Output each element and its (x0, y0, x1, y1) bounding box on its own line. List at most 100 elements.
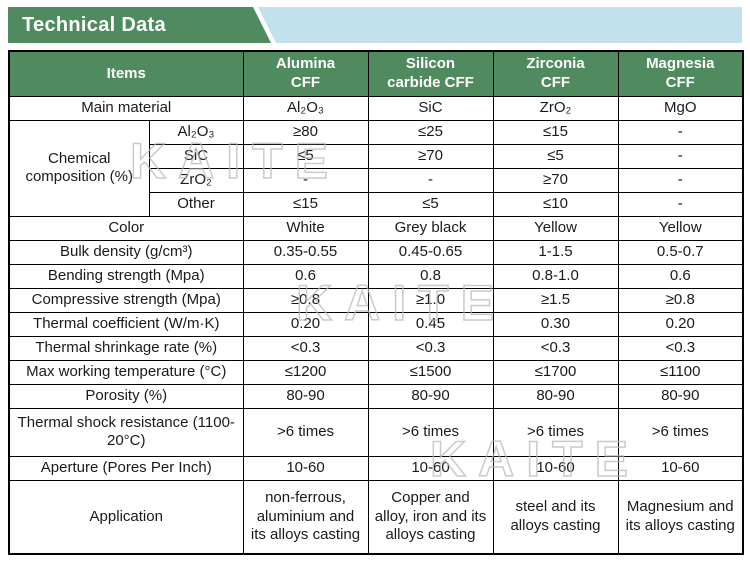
sub-row-label: Other (148, 191, 244, 217)
table-row: Porosity (%) 80-90 80-90 80-90 80-90 (8, 383, 744, 409)
sub-row-label: ZrO₂ (148, 167, 244, 193)
table-row: Other ≤15 ≤5 ≤10 - (9, 191, 744, 217)
cell: 1-1.5 (492, 239, 619, 265)
table-row: Bulk density (g/cm³) 0.35-0.55 0.45-0.65… (8, 239, 744, 265)
cell: >6 times (492, 407, 619, 457)
cell: >6 times (242, 407, 369, 457)
sub-row-label: Al₂O₃ (148, 119, 244, 145)
col-header-silicon-carbide: Silicon carbide CFF (367, 50, 494, 97)
cell: ≥1.5 (492, 287, 619, 313)
cell: 80-90 (242, 383, 369, 409)
cell: ≥1.0 (367, 287, 494, 313)
table-row: Bending strength (Mpa) 0.6 0.8 0.8-1.0 0… (8, 263, 744, 289)
cell: 10-60 (617, 455, 744, 481)
cell: 0.20 (242, 311, 369, 337)
cell: MgO (617, 95, 744, 121)
technical-data-table: Items Alumina CFF Silicon carbide CFF Zi… (8, 50, 744, 555)
cell: steel and its alloys casting (492, 479, 619, 555)
row-label: Thermal shock resistance (1100-20°C) (8, 407, 244, 457)
row-label: Max working temperature (°C) (8, 359, 244, 385)
cell: 10-60 (492, 455, 619, 481)
cell: ≤15 (492, 119, 619, 145)
cell: 0.20 (617, 311, 744, 337)
cell: ZrO₂ (492, 95, 619, 121)
cell: ≤5 (242, 143, 369, 169)
cell: - (617, 191, 744, 217)
col-header-magnesia: Magnesia CFF (617, 50, 744, 97)
cell: 0.5-0.7 (617, 239, 744, 265)
sub-row-label: SiC (148, 143, 244, 169)
cell: Magnesium and its alloys casting (617, 479, 744, 555)
cell: ≤15 (242, 191, 369, 217)
table-row: Compressive strength (Mpa) ≥0.8 ≥1.0 ≥1.… (8, 287, 744, 313)
table-row: SiC ≤5 ≥70 ≤5 - (9, 143, 744, 169)
cell: SiC (367, 95, 494, 121)
cell: ≤1100 (617, 359, 744, 385)
col-header-zirconia: Zirconia CFF (492, 50, 619, 97)
table-row: Thermal shock resistance (1100-20°C) >6 … (8, 407, 744, 457)
table-row: Main material Al₂O₃ SiC ZrO₂ MgO (8, 95, 744, 121)
cell: ≥70 (367, 143, 494, 169)
cell: Yellow (492, 215, 619, 241)
row-label: Application (8, 479, 244, 555)
cell: ≤5 (367, 191, 494, 217)
cell: - (617, 119, 744, 145)
row-label: Bending strength (Mpa) (8, 263, 244, 289)
banner-green-stripe (8, 7, 271, 43)
row-label: Aperture (Pores Per Inch) (8, 455, 244, 481)
cell: ≥70 (492, 167, 619, 193)
cell: <0.3 (492, 335, 619, 361)
cell: non-ferrous, aluminium and its alloys ca… (242, 479, 369, 555)
row-label-chemical-composition: Chemical composition (%) (8, 119, 150, 217)
cell: - (617, 167, 744, 193)
page-title: Technical Data (22, 13, 166, 36)
cell: ≥0.8 (242, 287, 369, 313)
title-banner: Technical Data (8, 7, 742, 43)
row-label: Bulk density (g/cm³) (8, 239, 244, 265)
cell: 80-90 (617, 383, 744, 409)
cell: 0.8-1.0 (492, 263, 619, 289)
cell: Yellow (617, 215, 744, 241)
row-label: Porosity (%) (8, 383, 244, 409)
row-label: Thermal shrinkage rate (%) (8, 335, 244, 361)
cell: Grey black (367, 215, 494, 241)
cell: ≥80 (242, 119, 369, 145)
cell: - (242, 167, 369, 193)
cell: Al₂O₃ (242, 95, 369, 121)
row-label: Thermal coefficient (W/m·K) (8, 311, 244, 337)
cell: ≤1500 (367, 359, 494, 385)
row-label: Main material (8, 95, 244, 121)
cell: >6 times (367, 407, 494, 457)
cell: 0.45 (367, 311, 494, 337)
col-header-items: Items (8, 50, 244, 97)
table-row: Application non-ferrous, aluminium and i… (8, 479, 744, 555)
cell: 10-60 (242, 455, 369, 481)
banner-blue-stripe (258, 7, 742, 43)
cell: 80-90 (492, 383, 619, 409)
cell: ≤5 (492, 143, 619, 169)
col-header-alumina: Alumina CFF (242, 50, 369, 97)
cell: 0.6 (617, 263, 744, 289)
cell: ≤1700 (492, 359, 619, 385)
cell: 10-60 (367, 455, 494, 481)
row-label: Compressive strength (Mpa) (8, 287, 244, 313)
cell: - (367, 167, 494, 193)
cell: 80-90 (367, 383, 494, 409)
cell: <0.3 (242, 335, 369, 361)
cell: ≤25 (367, 119, 494, 145)
cell: 0.6 (242, 263, 369, 289)
cell: ≤10 (492, 191, 619, 217)
cell: Copper and alloy, iron and its alloys ca… (367, 479, 494, 555)
table-row: Thermal shrinkage rate (%) <0.3 <0.3 <0.… (8, 335, 744, 361)
row-label: Color (8, 215, 244, 241)
table-row: Thermal coefficient (W/m·K) 0.20 0.45 0.… (8, 311, 744, 337)
cell: White (242, 215, 369, 241)
cell: <0.3 (367, 335, 494, 361)
cell: 0.35-0.55 (242, 239, 369, 265)
table-row: Aperture (Pores Per Inch) 10-60 10-60 10… (8, 455, 744, 481)
cell: ≥0.8 (617, 287, 744, 313)
cell: - (617, 143, 744, 169)
table-row: Max working temperature (°C) ≤1200 ≤1500… (8, 359, 744, 385)
table-row: Chemical composition (%) Al₂O₃ ≥80 ≤25 ≤… (8, 119, 744, 217)
cell: <0.3 (617, 335, 744, 361)
